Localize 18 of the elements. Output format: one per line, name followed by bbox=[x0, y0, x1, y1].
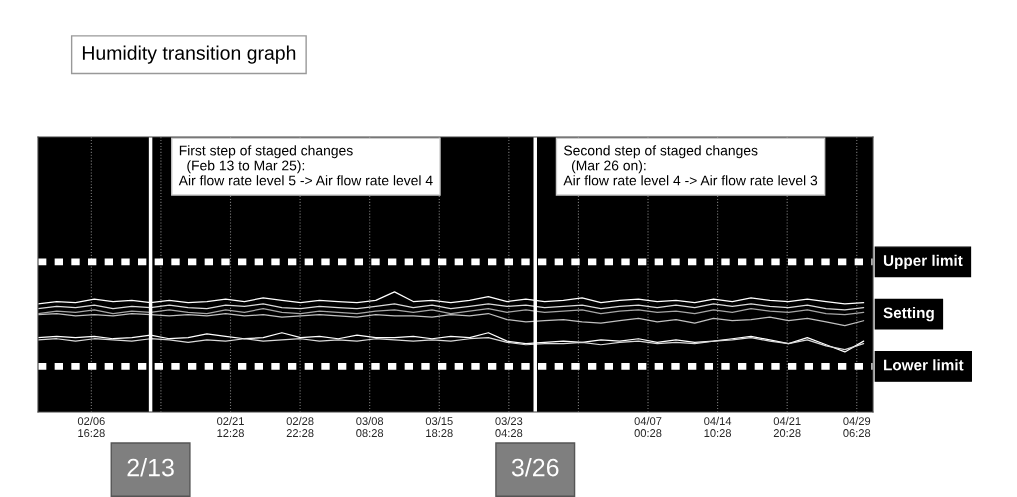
x-tick-label: 04/07 00:28 bbox=[634, 416, 662, 437]
x-tick-label: 04/14 10:28 bbox=[704, 416, 732, 437]
x-tick-label: 02/06 16:28 bbox=[77, 416, 105, 437]
ref-line-label: 3/26 bbox=[511, 458, 559, 477]
x-tick-label: 03/23 04:28 bbox=[495, 416, 523, 437]
x-tick-label: 03/15 18:28 bbox=[425, 416, 453, 437]
text: Setting bbox=[883, 306, 934, 322]
x-tick-label: 04/29 06:28 bbox=[843, 416, 871, 437]
x-tick-label: 03/08 08:28 bbox=[356, 416, 384, 437]
chart-title: Humidity transition graph bbox=[82, 45, 296, 64]
ref-line-label: Lower limit bbox=[884, 359, 964, 371]
annotation: Second step of staged changes (Mar 26 on): Air flow rate level 4 -> Air flow rate level 3 bbox=[563, 145, 818, 186]
x-tick-label: 02/28 22:28 bbox=[286, 416, 314, 437]
ref-line-label: 2/13 bbox=[127, 458, 174, 477]
ref-line-label: Upper limit bbox=[883, 254, 963, 270]
x-tick-label: 04/21 20:28 bbox=[773, 416, 801, 437]
x-tick-label: 02/21 12:28 bbox=[217, 416, 244, 437]
annotation: First step of staged changes (Feb 13 to Mar 25): Air flow rate level 5 -> Air flow rate level 4 bbox=[178, 145, 433, 186]
